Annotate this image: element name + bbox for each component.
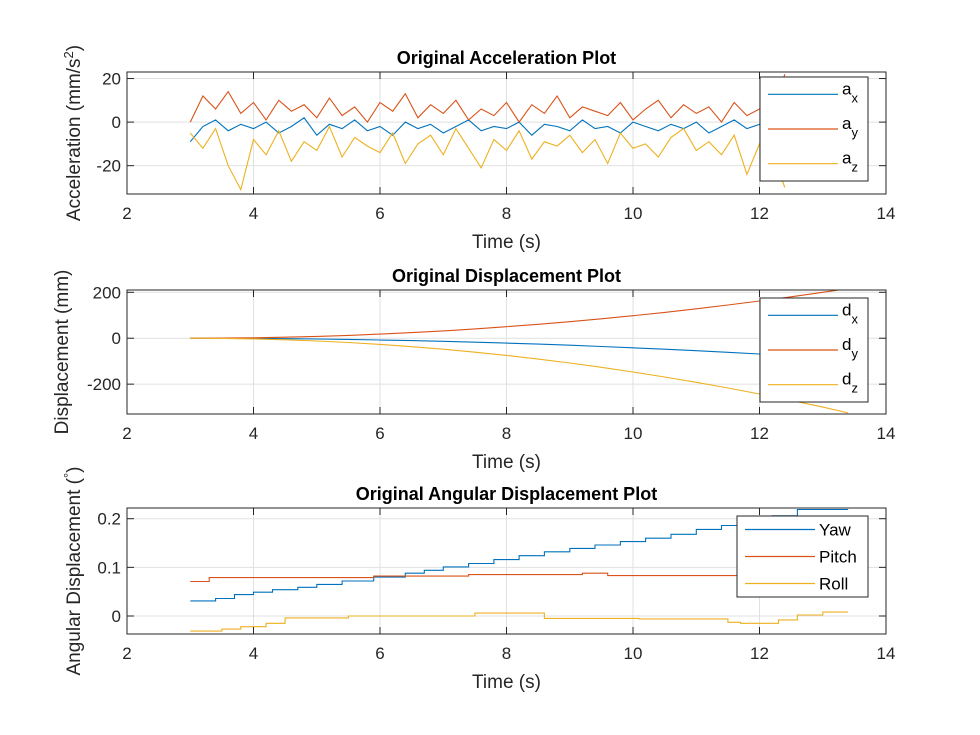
legend: ax ay az <box>759 76 869 182</box>
y-tick-label: 0 <box>112 113 121 132</box>
y-tick-label: -20 <box>96 157 121 176</box>
x-tick-label: 4 <box>249 424 258 443</box>
x-tick-label: 14 <box>877 644 896 663</box>
x-axis-label: Time (s) <box>472 232 541 253</box>
y-axis-label: Acceleration (mm/s2) <box>61 45 85 221</box>
x-tick-label: 10 <box>624 644 643 663</box>
series-line-az <box>189 125 786 192</box>
chart-title: Original Angular Displacement Plot <box>356 484 657 504</box>
series-line-dy <box>190 290 843 339</box>
series-line-pitch <box>190 572 849 583</box>
x-tick-label: 2 <box>122 644 131 663</box>
series-line-ax <box>189 117 785 143</box>
legend-entry: ax <box>842 79 858 105</box>
x-tick-label: 6 <box>375 644 384 663</box>
x-tick-label: 8 <box>502 204 511 223</box>
x-tick-label: 2 <box>122 204 131 223</box>
x-tick-label: 10 <box>624 204 643 223</box>
x-tick-label: 12 <box>750 644 769 663</box>
x-tick-label: 6 <box>375 204 384 223</box>
legend: dx dy dz <box>759 297 869 403</box>
x-tick-label: 14 <box>877 424 896 443</box>
x-tick-label: 8 <box>502 424 511 443</box>
x-axis-label: Time (s) <box>472 672 541 693</box>
series-line-dz <box>190 337 849 414</box>
chart-title: Original Displacement Plot <box>392 266 621 286</box>
series-line-ay <box>189 74 786 124</box>
chart-panel-3: 2 4 6 8 10 12 14 0 0.1 0.2 Original Angular Displa… <box>61 466 895 693</box>
y-tick-label: 0.2 <box>97 510 121 529</box>
legend-entry: Pitch <box>819 548 857 567</box>
x-axis-label: Time (s) <box>472 452 541 473</box>
legend: Yaw Pitch Roll <box>736 515 869 598</box>
series-line-dx <box>190 337 785 357</box>
y-axis-label: Angular Displacement (°) <box>61 466 85 675</box>
legend-entry: ay <box>842 114 858 140</box>
x-tick-label: 14 <box>877 204 896 223</box>
y-tick-label: -200 <box>87 375 121 394</box>
x-tick-label: 12 <box>750 204 769 223</box>
x-tick-label: 2 <box>122 424 131 443</box>
y-tick-label: 0 <box>112 607 121 626</box>
chart-title: Original Acceleration Plot <box>397 48 616 68</box>
y-tick-label: 0 <box>112 329 121 348</box>
chart-panel-1: 2 4 6 8 10 12 14 -20 0 20 Original Acceleration Pl… <box>61 45 895 253</box>
legend-entry: dx <box>842 300 858 326</box>
series-line-yaw <box>190 508 849 602</box>
legend-entry: dz <box>842 370 858 396</box>
x-tick-label: 12 <box>750 424 769 443</box>
legend-entry: Yaw <box>819 521 852 540</box>
x-tick-label: 4 <box>249 644 258 663</box>
chart-panel-2: 2 4 6 8 10 12 14 -200 0 200 Original Displacement … <box>52 266 895 473</box>
legend-entry: Roll <box>819 575 848 594</box>
y-axis-label: Displacement (mm) <box>52 270 73 435</box>
x-tick-label: 10 <box>624 424 643 443</box>
x-tick-label: 8 <box>502 644 511 663</box>
legend-entry: dy <box>842 335 858 361</box>
legend-entry: az <box>842 149 858 175</box>
y-tick-label: 0.1 <box>97 558 121 577</box>
series-line-roll <box>190 611 849 632</box>
x-tick-label: 4 <box>249 204 258 223</box>
y-tick-label: 20 <box>102 70 121 89</box>
x-tick-label: 6 <box>375 424 384 443</box>
y-tick-label: 200 <box>93 283 121 302</box>
